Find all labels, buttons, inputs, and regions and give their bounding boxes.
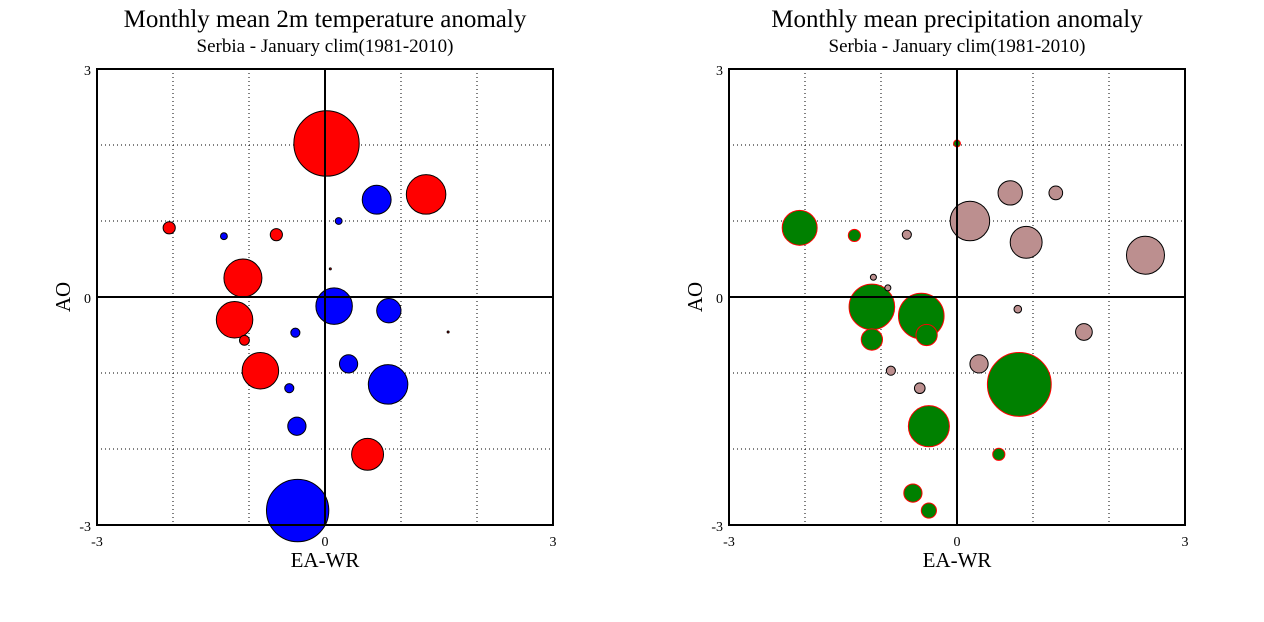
data-point [1009, 225, 1043, 259]
data-point [1075, 323, 1093, 341]
data-point [1013, 304, 1023, 314]
chart-title: Monthly mean precipitation anomaly [771, 6, 1143, 33]
x-tick-label: 0 [322, 535, 329, 550]
data-point [1125, 235, 1165, 275]
data-point [265, 478, 330, 543]
data-point [781, 209, 818, 246]
x-tick-label: -3 [91, 535, 103, 550]
data-point [869, 273, 877, 281]
data-point [293, 110, 360, 177]
data-point [446, 330, 450, 334]
data-point [992, 447, 1006, 461]
data-point [284, 383, 295, 394]
y-tick-label: -3 [79, 520, 91, 535]
data-point [903, 483, 923, 503]
y-axis-label: AO [51, 282, 75, 312]
markers [781, 139, 1165, 519]
data-point [241, 351, 280, 390]
data-point [220, 232, 228, 241]
data-point [334, 217, 343, 225]
data-point [1048, 185, 1064, 201]
data-point [405, 174, 447, 215]
data-point [290, 327, 301, 338]
data-point [367, 364, 409, 405]
y-tick-label: 3 [84, 64, 91, 79]
x-tick-label: 0 [954, 535, 961, 550]
markers [162, 110, 450, 543]
x-tick-label: 3 [1182, 535, 1189, 550]
data-point [986, 351, 1052, 417]
data-point [920, 502, 937, 519]
precipitation-chart: Monthly mean precipitation anomaly Serbi… [683, 6, 1189, 572]
data-point [969, 354, 989, 374]
y-tick-label: 3 [716, 64, 723, 79]
x-axis-label: EA-WR [923, 548, 992, 572]
data-point [328, 267, 332, 271]
data-point [215, 301, 254, 339]
chart-title: Monthly mean 2m temperature anomaly [124, 6, 527, 33]
data-point [901, 229, 912, 240]
data-point [287, 416, 307, 436]
data-point [162, 221, 176, 235]
data-point [847, 228, 861, 243]
x-tick-label: 3 [550, 535, 557, 550]
data-point [997, 180, 1023, 206]
y-axis-label: AO [683, 282, 707, 312]
data-point [860, 328, 884, 351]
chart-subtitle: Serbia - January clim(1981-2010) [197, 36, 454, 57]
data-point [915, 323, 938, 347]
x-axis-label: EA-WR [291, 548, 360, 572]
data-point [338, 354, 359, 374]
data-point [885, 365, 896, 376]
temperature-chart: Monthly mean 2m temperature anomaly Serb… [51, 6, 557, 572]
data-point [351, 437, 385, 471]
data-point [949, 200, 991, 242]
data-point [907, 405, 950, 448]
data-point [913, 382, 926, 395]
data-point [376, 298, 402, 324]
data-point [223, 258, 263, 298]
data-point [361, 184, 392, 215]
chart-subtitle: Serbia - January clim(1981-2010) [829, 36, 1086, 57]
y-tick-label: 0 [84, 292, 91, 307]
x-tick-label: -3 [723, 535, 735, 550]
y-tick-label: -3 [711, 520, 723, 535]
y-tick-label: 0 [716, 292, 723, 307]
data-point [315, 287, 353, 325]
data-point [239, 334, 250, 346]
data-point [269, 228, 283, 242]
data-point [884, 284, 892, 292]
